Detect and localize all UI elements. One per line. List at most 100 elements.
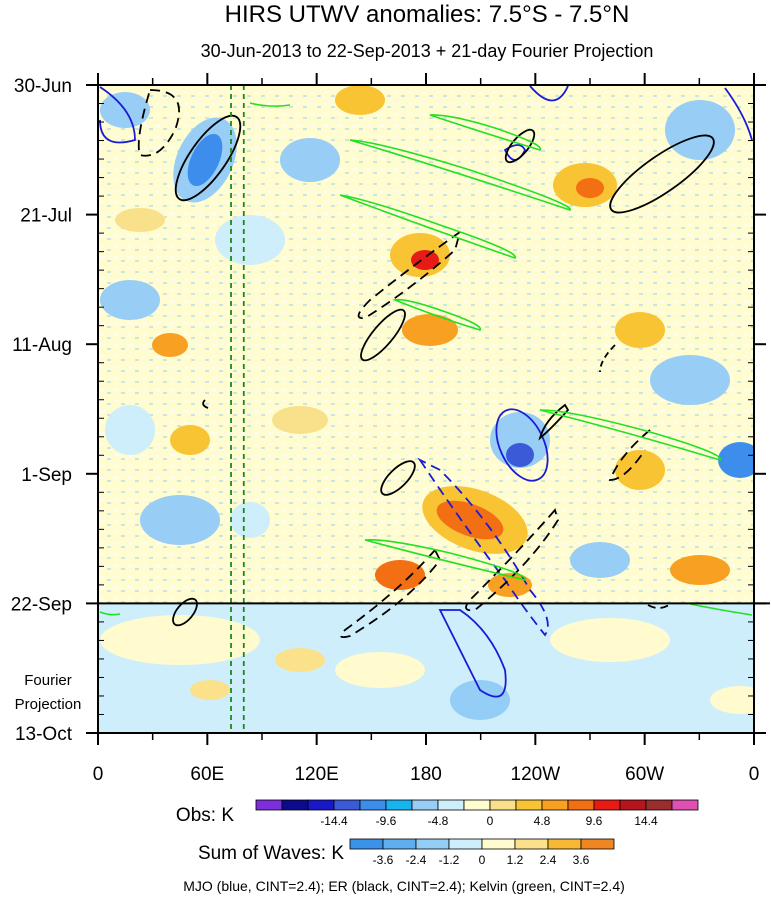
er-contour — [340, 548, 442, 639]
waves-colorbar-label: 1.2 — [507, 853, 524, 867]
kelvin-contour — [99, 611, 121, 616]
kelvin-contour — [349, 139, 571, 211]
er-contour — [504, 128, 536, 164]
er-contour — [465, 508, 559, 612]
mjo-contour — [724, 87, 753, 141]
obs-positive-patch — [272, 406, 328, 434]
obs-anomaly-patches — [100, 85, 754, 597]
obs-negative-patch — [718, 442, 754, 478]
obs-colorbar-swatch — [541, 799, 569, 811]
er-contour — [202, 399, 209, 409]
waves-colorbar-label: 3.6 — [573, 853, 590, 867]
waves-colorbar-swatch — [349, 838, 384, 850]
x-tick-label: 180 — [410, 764, 442, 785]
projection-patch — [550, 618, 670, 662]
obs-positive-patch — [670, 555, 730, 585]
er-contour — [538, 403, 570, 441]
x-tick-label: 120W — [511, 764, 561, 785]
er-contour — [172, 597, 198, 627]
mjo-contour — [438, 609, 507, 698]
obs-colorbar-swatch — [515, 799, 543, 811]
obs-negative-patch — [230, 502, 270, 538]
waves-colorbar: Sum of Waves: K -3.6 -2.4 -1.2 0 1.2 2.4 3.6 — [198, 838, 615, 867]
projection-label-line2: Projection — [15, 696, 82, 713]
obs-colorbar-label: 14.4 — [634, 814, 658, 828]
mjo-contour — [529, 85, 569, 102]
obs-colorbar-swatch — [619, 799, 647, 811]
x-tick-label: 0 — [749, 764, 760, 785]
waves-colorbar-label: Sum of Waves: K — [198, 843, 344, 864]
waves-colorbar-swatch — [448, 838, 483, 850]
projection-patch — [190, 680, 230, 700]
obs-colorbar-label: -9.6 — [376, 814, 397, 828]
obs-colorbar-swatch — [671, 799, 699, 811]
er-contour — [174, 114, 242, 202]
waves-colorbar-label: 0 — [479, 853, 486, 867]
obs-positive-patch — [615, 450, 665, 490]
x-tick-label: 120E — [294, 764, 338, 785]
obs-negative-patch — [215, 215, 285, 265]
footnote: MJO (blue, CINT=2.4); ER (black, CINT=2.… — [183, 878, 625, 894]
er-contour — [608, 429, 651, 481]
plot-area: 0 60E 120E 180 120W 60W 0 30-Jun 21-Jul 11-Aug 1-… — [11, 73, 770, 785]
er-contours — [137, 89, 715, 639]
obs-positive-patch — [115, 208, 165, 232]
waves-colorbar-swatch — [415, 838, 450, 850]
obs-colorbar-swatch — [437, 799, 465, 811]
obs-colorbar-swatch — [489, 799, 517, 811]
kelvin-contour — [539, 409, 721, 461]
x-tick-label: 60E — [190, 764, 224, 785]
waves-colorbar-label: -3.6 — [373, 853, 394, 867]
waves-colorbar-swatch — [580, 838, 615, 850]
obs-negative-patch — [280, 138, 340, 182]
er-contour — [599, 344, 616, 373]
obs-colorbar-swatch — [645, 799, 673, 811]
x-tick-label: 0 — [93, 764, 104, 785]
obs-negative-patch — [100, 280, 160, 320]
y-tick-label: 11-Aug — [12, 335, 72, 356]
obs-colorbar-label: -4.8 — [428, 814, 449, 828]
er-contour — [137, 89, 180, 157]
obs-positive-patch — [615, 312, 665, 348]
mjo-contour — [417, 457, 549, 637]
obs-negative-patch — [490, 412, 550, 468]
mjo-contour — [99, 86, 136, 144]
reference-lines — [230, 85, 245, 733]
obs-colorbar-swatch — [333, 799, 361, 811]
obs-positive-patch — [402, 314, 458, 346]
projection-patch — [710, 686, 754, 714]
obs-positive-patch — [375, 560, 425, 590]
kelvin-contour — [689, 603, 753, 616]
obs-colorbar-swatch — [593, 799, 621, 811]
kelvin-contour — [249, 102, 291, 107]
waves-colorbar-swatch — [481, 838, 516, 850]
obs-colorbar-swatch — [567, 799, 595, 811]
kelvin-contours — [99, 102, 753, 616]
mjo-contour — [503, 144, 527, 161]
kelvin-contour — [392, 298, 482, 331]
waves-colorbar-swatch — [382, 838, 417, 850]
obs-colorbar-swatch — [255, 799, 283, 811]
obs-colorbar-swatch — [463, 799, 491, 811]
mjo-contours — [99, 85, 753, 698]
obs-negative-patch — [187, 133, 223, 187]
obs-colorbar-label: 9.6 — [586, 814, 603, 828]
obs-colorbar-label: Obs: K — [176, 805, 234, 826]
projection-patch — [450, 680, 510, 720]
obs-positive-patch — [152, 333, 188, 357]
obs-colorbar: Obs: K -14.4 -9.6 -4.8 0 4.8 9.6 14.4 — [176, 799, 699, 828]
obs-negative-patch — [140, 495, 220, 545]
waves-colorbar-swatch — [547, 838, 582, 850]
obs-positive-patch — [576, 178, 604, 198]
y-tick-label: 13-Oct — [15, 724, 73, 745]
obs-positive-patch — [170, 425, 210, 455]
projection-patches — [100, 615, 754, 720]
x-tick-label: 60W — [625, 764, 664, 785]
obs-negative-patch — [105, 405, 155, 455]
y-tick-label: 1-Sep — [21, 465, 72, 486]
obs-colorbar-swatch — [281, 799, 309, 811]
obs-colorbar-swatch — [359, 799, 387, 811]
obs-negative-patch — [665, 100, 735, 160]
obs-positive-patch — [335, 85, 385, 115]
